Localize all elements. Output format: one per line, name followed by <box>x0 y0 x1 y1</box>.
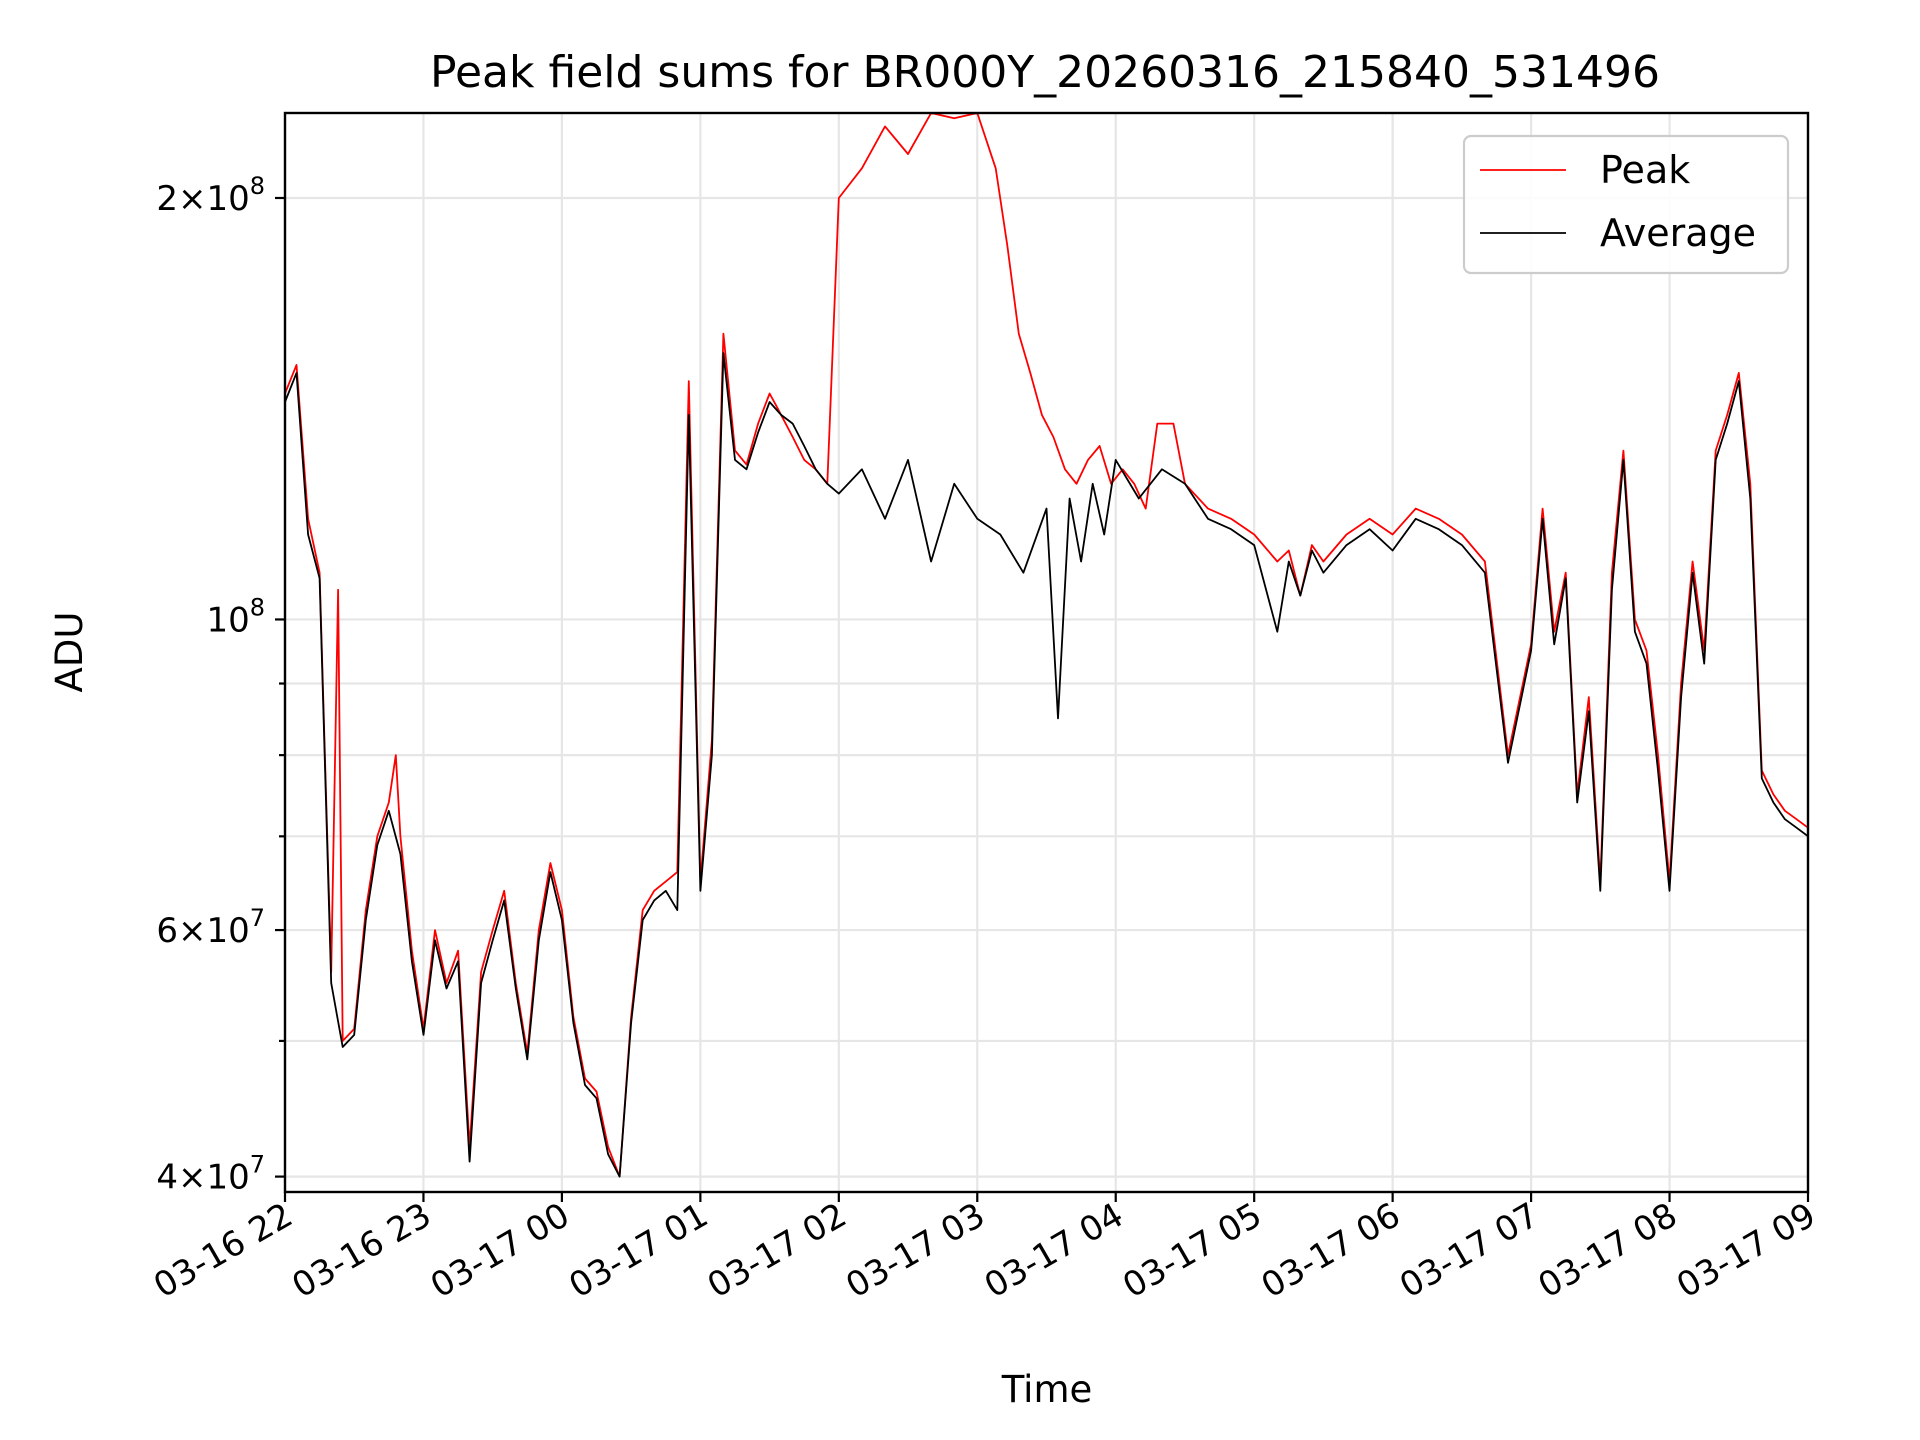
chart-title: Peak field sums for BR000Y_20260316_2158… <box>430 47 1660 98</box>
legend: Peak Average <box>1462 134 1790 275</box>
series-layer <box>285 113 1808 1178</box>
x-tick-label: 03-17 03 <box>839 1195 991 1306</box>
y-tick-label-base: 6×10 <box>156 911 249 951</box>
x-tick-label: 03-17 05 <box>1116 1195 1268 1306</box>
y-tick-label: 2×108 <box>156 172 265 219</box>
y-axis-label: ADU <box>48 612 91 693</box>
x-tick-label: 03-17 06 <box>1255 1195 1407 1306</box>
x-axis-label: Time <box>1001 1368 1093 1411</box>
y-tick-label-exponent: 7 <box>250 904 265 932</box>
y-tick-label-base: 10 <box>206 600 249 640</box>
x-tick-label: 03-17 01 <box>562 1195 714 1306</box>
y-tick-label: 6×107 <box>156 904 265 951</box>
legend-label-average: Average <box>1600 211 1756 255</box>
y-tick-label-exponent: 8 <box>250 593 265 621</box>
x-tick-label: 03-17 07 <box>1393 1195 1545 1306</box>
series-line-peak <box>285 113 1808 1178</box>
plot-frame <box>283 111 1810 1194</box>
y-tick-label-exponent: 8 <box>250 172 265 200</box>
x-tick-label: 03-17 09 <box>1670 1195 1822 1306</box>
x-tick-label: 03-16 23 <box>286 1195 438 1306</box>
y-tick-label: 108 <box>206 593 265 640</box>
y-tick-label-base: 4×10 <box>156 1158 249 1198</box>
y-tick-label: 4×107 <box>156 1151 265 1198</box>
y-tick-label-base: 2×10 <box>156 179 249 219</box>
legend-label-peak: Peak <box>1600 148 1690 192</box>
y-tick-label-exponent: 7 <box>250 1151 265 1179</box>
x-tick-label: 03-17 04 <box>978 1195 1130 1306</box>
x-tick-label: 03-17 00 <box>424 1195 576 1306</box>
x-tick-label: 03-17 08 <box>1532 1195 1684 1306</box>
grid-layer <box>283 113 1810 1192</box>
x-tick-label: 03-16 22 <box>147 1195 299 1306</box>
series-line-average <box>285 352 1808 1178</box>
x-tick-label: 03-17 02 <box>701 1195 853 1306</box>
